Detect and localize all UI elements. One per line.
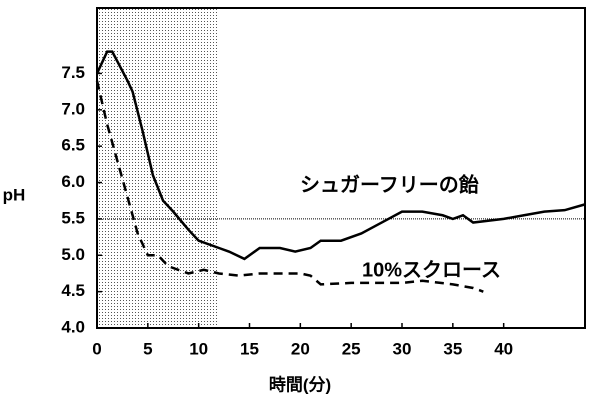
y-tick-label: 5.0 — [61, 245, 85, 264]
plot-frame — [96, 7, 586, 329]
x-tick-label: 5 — [143, 339, 152, 358]
y-tick-label: 6.0 — [61, 172, 85, 191]
x-tick-label: 10 — [189, 339, 208, 358]
x-tick-label: 25 — [342, 339, 361, 358]
y-tick-label: 6.5 — [61, 136, 85, 155]
y-tick-label: 4.0 — [61, 317, 85, 336]
x-tick-label: 15 — [240, 339, 259, 358]
x-axis-label: 時間(分) — [269, 374, 331, 394]
x-tick-label: 35 — [443, 339, 462, 358]
y-tick-label: 7.5 — [61, 63, 85, 82]
series-line — [95, 50, 586, 261]
y-axis-label: pH — [3, 185, 26, 204]
series-line — [95, 80, 484, 293]
y-tick-label: 7.0 — [61, 99, 85, 118]
x-tick-label: 0 — [92, 339, 101, 358]
series-label: シュガーフリーの飴 — [300, 172, 479, 196]
y-tick-label: 5.5 — [61, 208, 85, 227]
x-tick-label: 40 — [494, 339, 513, 358]
x-tick-label: 20 — [291, 339, 310, 358]
y-tick-label: 4.5 — [61, 281, 85, 300]
series-label: 10%スクロース — [362, 258, 501, 281]
x-tick-label: 30 — [393, 339, 412, 358]
